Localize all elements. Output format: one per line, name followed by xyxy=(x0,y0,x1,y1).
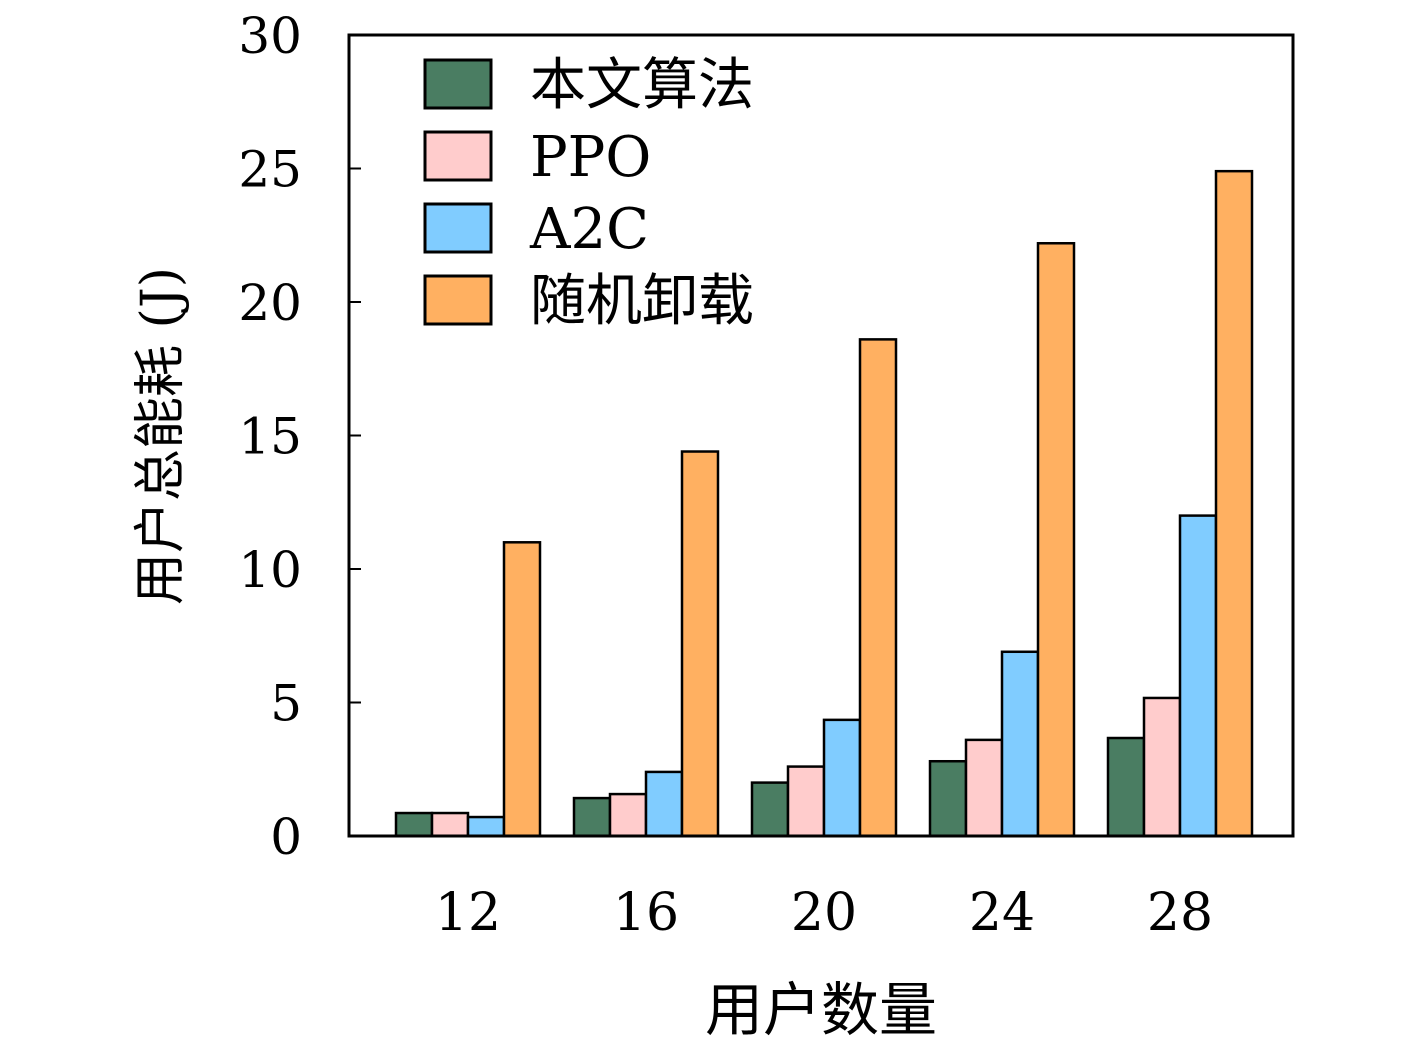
bar-2-16 xyxy=(644,770,684,838)
bar-3-24 xyxy=(1036,242,1076,838)
bar-3-12 xyxy=(502,541,542,838)
bar-0-24 xyxy=(928,759,968,838)
legend-label: PPO xyxy=(530,125,651,190)
legend-swatch xyxy=(423,130,493,182)
bar-0-20 xyxy=(750,781,790,838)
bar-2-20 xyxy=(822,718,862,838)
legend-label: A2C xyxy=(529,197,649,262)
x-axis: 12 16 20 24 28 xyxy=(435,883,1213,943)
bar-1-16 xyxy=(608,792,648,838)
bar-3-28 xyxy=(1214,169,1254,838)
y-tick-label: 5 xyxy=(270,675,302,733)
bar-1-12 xyxy=(430,811,470,838)
x-axis-label: 用户数量 xyxy=(705,976,937,1042)
bars-layer xyxy=(394,169,1254,838)
bar-0-16 xyxy=(572,796,612,838)
legend-label: 随机卸载 xyxy=(530,269,754,334)
legend-swatch xyxy=(423,274,493,326)
legend-label: 本文算法 xyxy=(530,53,754,118)
bar-2-24 xyxy=(1000,650,1040,838)
y-tick-label: 10 xyxy=(238,541,302,599)
legend-swatch xyxy=(423,58,493,110)
bar-1-24 xyxy=(964,738,1004,838)
bar-1-20 xyxy=(786,765,826,838)
x-tick-label: 20 xyxy=(791,883,857,943)
y-tick-label: 25 xyxy=(238,141,302,199)
x-tick-label: 24 xyxy=(969,883,1035,943)
y-axis: 0 5 10 15 20 25 30 xyxy=(238,7,361,866)
bar-2-28 xyxy=(1178,514,1218,838)
bar-1-28 xyxy=(1142,696,1182,838)
y-tick-label: 20 xyxy=(238,274,302,332)
legend: 本文算法 PPO A2C 随机卸载 xyxy=(423,53,754,334)
x-tick-label: 28 xyxy=(1147,883,1213,943)
y-tick-label: 0 xyxy=(270,808,302,866)
y-axis-label: 用户总能耗 (J) xyxy=(131,267,191,605)
legend-swatch xyxy=(423,202,493,254)
y-tick-label: 30 xyxy=(238,7,302,65)
x-tick-label: 12 xyxy=(435,883,501,943)
bar-0-28 xyxy=(1106,736,1146,838)
y-tick-label: 15 xyxy=(238,408,302,466)
bar-0-12 xyxy=(394,811,434,838)
bar-3-16 xyxy=(680,450,720,838)
bar-3-20 xyxy=(858,338,898,838)
x-tick-label: 16 xyxy=(613,883,679,943)
bar-2-12 xyxy=(466,815,506,838)
